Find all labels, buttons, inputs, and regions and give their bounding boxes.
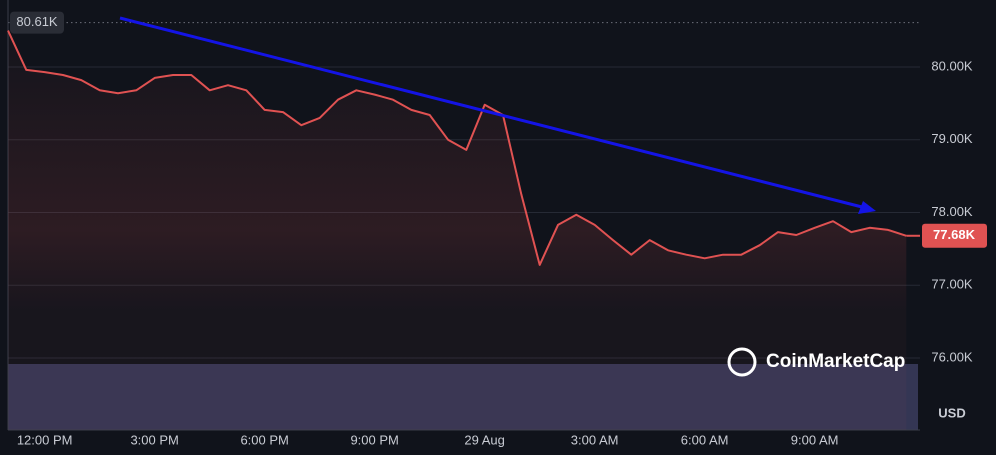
- watermark-logo: [727, 347, 757, 377]
- x-tick-label: 9:00 PM: [350, 432, 398, 447]
- x-tick-label: 9:00 AM: [791, 432, 839, 447]
- high-badge: [10, 11, 64, 34]
- x-tick-label: 3:00 AM: [571, 432, 619, 447]
- plot: [7, 30, 907, 430]
- price-line: [7, 30, 907, 266]
- current-label: 77.68K: [933, 227, 976, 242]
- trend-arrow: [119, 16, 863, 209]
- x-tick-label: 12:00 PM: [17, 432, 73, 447]
- y-tick-label: 76.00K: [931, 349, 973, 364]
- y-tick-label: 79.00K: [931, 131, 973, 146]
- y-tick-label: 78.00K: [931, 204, 973, 219]
- trend-arrow-head: [858, 201, 876, 214]
- high-label: 80.61K: [16, 14, 58, 29]
- x-tick-label: 6:00 PM: [240, 432, 288, 447]
- area-fill: [8, 30, 907, 430]
- watermark-text: CoinMarketCap: [766, 351, 905, 372]
- x-tick-label: 6:00 AM: [681, 432, 729, 447]
- y-tick-label: 80.00K: [931, 58, 973, 73]
- x-tick-label: 29 Aug: [464, 432, 505, 447]
- x-tick-label: 3:00 PM: [130, 432, 178, 447]
- current-badge: [922, 223, 987, 248]
- watermark: CoinMarketCap: [727, 347, 905, 377]
- y-unit: USD: [938, 405, 965, 420]
- y-tick-label: 77.00K: [931, 277, 973, 292]
